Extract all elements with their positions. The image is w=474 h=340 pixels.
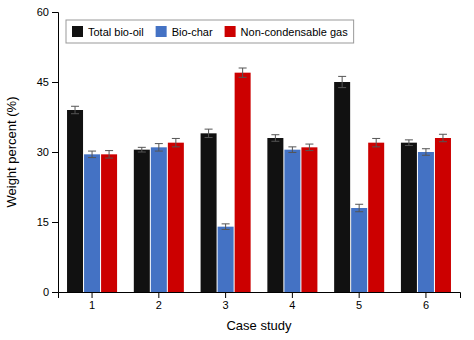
error-bar [155,144,163,151]
bar [267,138,283,292]
error-bar [305,144,313,151]
legend-label: Non-condensable gas [241,26,349,38]
error-bar [288,147,296,153]
x-tick-mark [292,292,293,298]
legend-swatch [72,26,83,37]
y-tick-mark [52,82,58,83]
y-tick-label: 0 [43,286,49,298]
series [101,68,451,292]
legend-item: Bio-char [156,26,213,38]
bar [218,227,234,292]
error-bar [222,224,230,230]
x-tick-mark [92,292,93,298]
legend: Total bio-oil Bio-char Non-condensable gas [66,20,354,43]
y-tick: 0 [43,286,58,298]
error-bar [71,106,79,113]
bar [284,150,300,292]
legend-item: Total bio-oil [72,26,144,38]
bar [435,138,451,292]
y-tick-mark [52,292,58,293]
bar [334,82,350,292]
bar [201,133,217,292]
x-tick-label: 2 [156,299,162,311]
error-bar [355,204,363,211]
bar [84,154,100,292]
x-axis-line [59,293,461,299]
x-tick: 3 [223,292,229,311]
x-tick: 4 [289,292,295,311]
plot: 123456015304560Total bio-oilBio-charNon-… [37,6,461,311]
y-tick: 15 [37,216,58,228]
error-bar [271,135,279,142]
bar [418,152,434,292]
series [84,144,434,292]
error-bar [372,138,380,146]
x-tick: 5 [356,292,362,311]
legend-label: Bio-char [172,26,213,38]
y-tick-mark [52,12,58,13]
error-bar [439,134,447,141]
x-tick: 2 [156,292,162,311]
error-bar [172,138,180,146]
marks [67,68,451,292]
legend-label: Total bio-oil [88,26,144,38]
y-tick: 30 [37,146,58,158]
x-tick-mark [359,292,360,298]
legend-box [66,20,354,43]
x-tick-mark [425,292,426,298]
y-tick-label: 30 [37,146,49,158]
bar [134,150,150,292]
bar [368,143,384,292]
y-axis-line [52,13,59,293]
chart: 123456015304560Total bio-oilBio-charNon-… [0,0,474,340]
bar [101,154,117,292]
bar [235,73,251,292]
x-tick-label: 4 [289,299,295,311]
y-axis: 0 15 30 45 60 [37,6,59,298]
x-tick-mark [158,292,159,298]
error-bar [88,151,96,158]
error-bar [338,76,346,87]
legend-swatch [225,26,236,37]
x-tick-label: 3 [223,299,229,311]
x-tick-label: 1 [89,299,95,311]
y-tick-label: 15 [37,216,49,228]
y-tick-mark [52,222,58,223]
y-axis-title: Weight percent (%) [4,96,19,207]
x-tick: 1 [89,292,95,311]
x-tick-label: 6 [423,299,429,311]
y-tick: 45 [37,76,58,88]
error-bar [138,147,146,152]
y-tick: 60 [37,6,58,18]
x-axis-title: Case study [226,318,292,333]
x-axis: 1 2 3 4 5 6 [59,292,461,311]
y-tick-mark [52,152,58,153]
x-tick-label: 5 [356,299,362,311]
error-bar [105,151,113,158]
error-bar [422,149,430,156]
bar [67,110,83,292]
bar [351,208,367,292]
bar [151,147,167,292]
x-tick: 6 [423,292,429,311]
bar [301,147,317,292]
y-tick-label: 60 [37,6,49,18]
y-tick-label: 45 [37,76,49,88]
bar [168,143,184,292]
error-bar [205,129,213,137]
bar [401,143,417,292]
legend-swatch [156,26,167,37]
error-bar [405,140,413,146]
legend-item: Non-condensable gas [225,26,349,38]
error-bar [239,68,247,77]
x-tick-mark [225,292,226,298]
